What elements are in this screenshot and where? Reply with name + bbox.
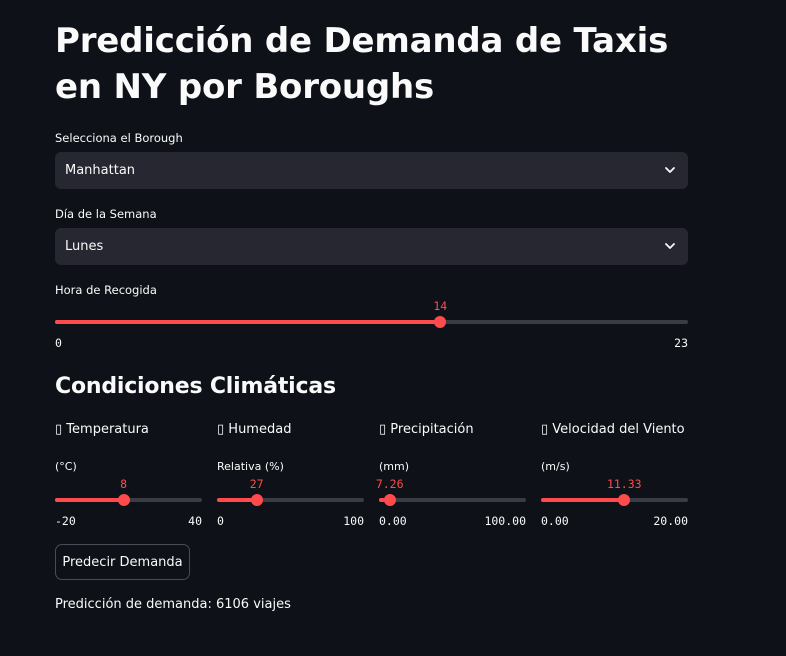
precipitation-slider-thumb[interactable] [383, 494, 396, 506]
hour-slider-value: 14 [433, 299, 448, 313]
humidity-slider-value: 27 [249, 477, 264, 491]
hour-slider-fill [55, 320, 441, 324]
temperature-slider-max: 40 [188, 514, 202, 528]
wind-slider-min: 0.00 [541, 514, 569, 528]
humidity-slider-fill [217, 498, 257, 502]
precipitation-slider-track[interactable] [379, 498, 526, 502]
temperature-slider-value: 8 [120, 477, 128, 491]
precipitation-slider-value: 7.26 [375, 477, 404, 491]
chevron-down-icon [665, 243, 675, 249]
chevron-down-icon [665, 167, 675, 173]
climate-heading: Condiciones Climáticas [55, 374, 336, 399]
temperature-label: ▯ Temperatura [55, 422, 149, 437]
hour-label: Hora de Recogida [55, 283, 157, 297]
wind-slider-thumb[interactable] [618, 494, 631, 506]
precipitation-slider-min: 0.00 [379, 514, 407, 528]
humidity-slider-track[interactable] [217, 498, 364, 502]
precipitation-slider-max: 100.00 [484, 514, 526, 528]
humidity-sublabel: Relativa (%) [217, 460, 284, 473]
day-select[interactable]: Lunes [55, 228, 688, 265]
prediction-result: Predicción de demanda: 6106 viajes [55, 597, 291, 612]
wind-slider-value: 11.33 [606, 477, 642, 491]
borough-select[interactable]: Manhattan [55, 152, 688, 189]
hour-slider-min: 0 [55, 336, 62, 350]
temperature-slider-min: -20 [55, 514, 76, 528]
temperature-sublabel: (°C) [55, 460, 77, 473]
wind-slider-max: 20.00 [653, 514, 688, 528]
day-label: Día de la Semana [55, 207, 157, 221]
temperature-slider-fill [55, 498, 124, 502]
precipitation-label: ▯ Precipitación [379, 422, 474, 437]
humidity-slider-min: 0 [217, 514, 224, 528]
hour-slider-thumb[interactable] [434, 316, 447, 328]
wind-sublabel: (m/s) [541, 460, 570, 473]
borough-select-value: Manhattan [65, 163, 136, 178]
page-title: Predicción de Demanda de Taxis en NY por… [55, 21, 669, 107]
temperature-slider-thumb[interactable] [117, 494, 130, 506]
wind-label: ▯ Velocidad del Viento [541, 422, 685, 437]
predict-button[interactable]: Predecir Demanda [55, 544, 190, 580]
humidity-slider-max: 100 [343, 514, 364, 528]
hour-slider-max: 23 [674, 336, 688, 350]
precipitation-sublabel: (mm) [379, 460, 410, 473]
wind-slider-fill [541, 498, 625, 502]
day-select-value: Lunes [65, 239, 104, 254]
humidity-label: ▯ Humedad [217, 422, 292, 437]
borough-label: Selecciona el Borough [55, 131, 183, 145]
humidity-slider-thumb[interactable] [250, 494, 263, 506]
